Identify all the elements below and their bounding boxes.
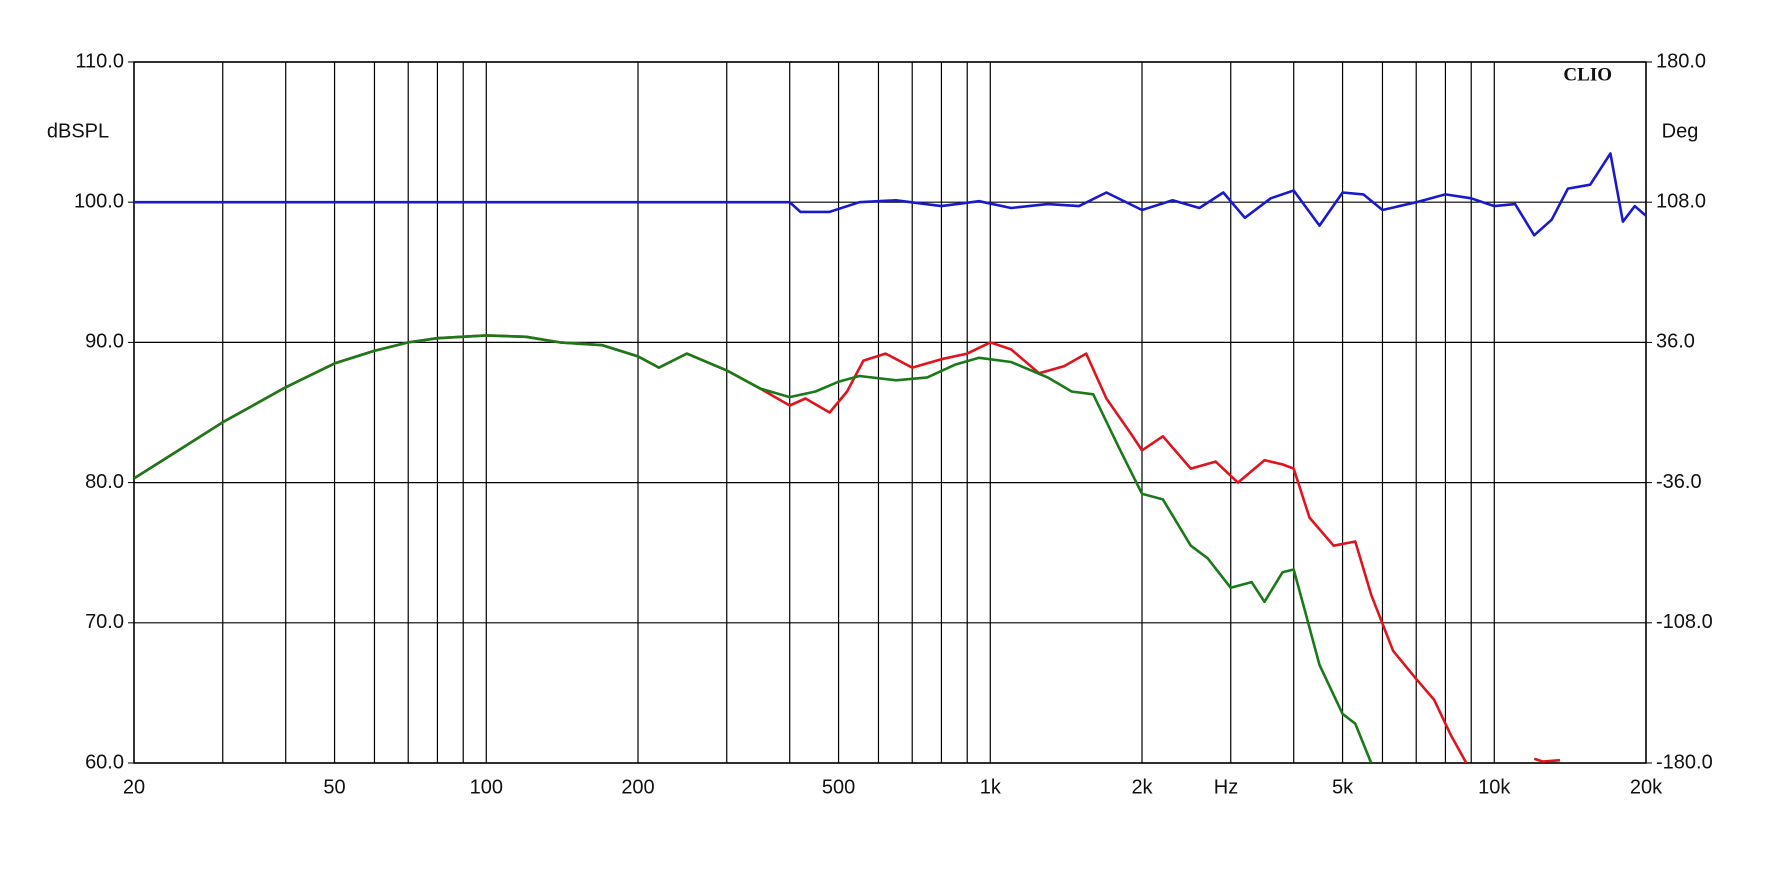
y2-tick-label: 36.0: [1656, 331, 1695, 353]
y-tick-label: 60.0: [85, 751, 124, 773]
y2-tick-label: 108.0: [1656, 190, 1706, 212]
x-tick-label: 20: [123, 776, 145, 798]
y2-tick-label: 180.0: [1656, 50, 1706, 72]
x-tick-label: 1k: [980, 776, 1002, 798]
y-tick-label: 110.0: [75, 50, 124, 72]
x-tick-label: 100: [470, 776, 503, 798]
y-tick-label: 70.0: [85, 611, 124, 633]
y2-tick-label: -180.0: [1656, 751, 1713, 773]
series-line: [134, 334, 1373, 763]
x-tick-label: 2k: [1131, 776, 1153, 798]
plot-frame: [133, 61, 1647, 764]
y2-tick-label: -108.0: [1656, 611, 1713, 633]
brand-label: CLIO: [1563, 64, 1612, 85]
y-axis-label: dBSPL: [47, 120, 109, 142]
y2-axis-label: Deg: [1662, 120, 1699, 142]
x-tick-label: 50: [323, 776, 345, 798]
x-tick-label: 500: [822, 776, 855, 798]
x-axis-label: Hz: [1214, 776, 1238, 798]
x-tick-label: 5k: [1332, 776, 1354, 798]
x-tick-label: 200: [621, 776, 654, 798]
y-tick-label: 90.0: [85, 331, 124, 353]
y-tick-label: 100.0: [74, 190, 124, 212]
x-tick-label: 10k: [1478, 776, 1511, 798]
y2-tick-label: -36.0: [1656, 471, 1702, 493]
series-line: [134, 152, 1646, 237]
y-tick-label: 80.0: [85, 471, 124, 493]
x-tick-label: 20k: [1630, 776, 1663, 798]
